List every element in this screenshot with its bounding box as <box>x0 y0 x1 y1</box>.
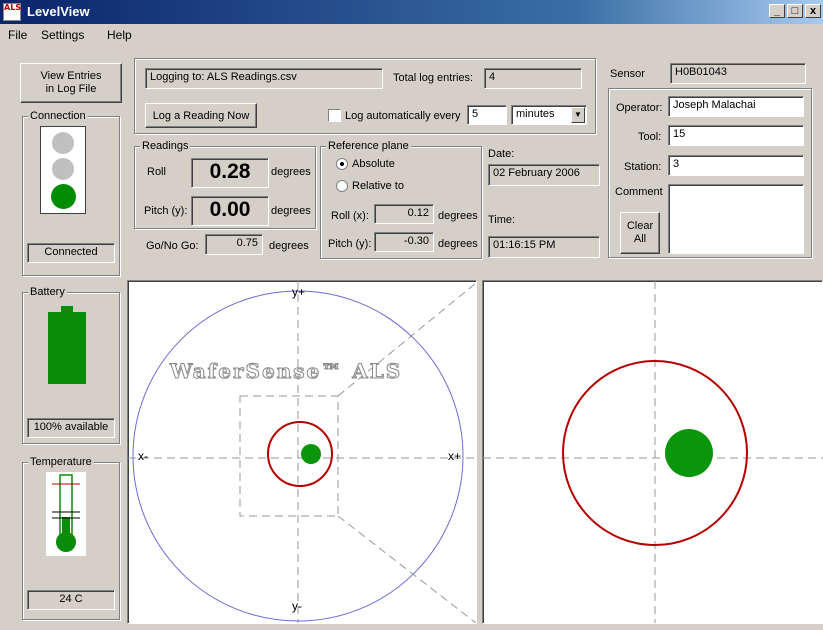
operator-input[interactable]: Joseph Malachai <box>668 96 804 117</box>
date-label: Date: <box>488 148 515 160</box>
temperature-title: Temperature <box>28 456 94 468</box>
ref-roll-value: 0.12 <box>374 204 434 224</box>
battery-icon <box>48 306 86 384</box>
auto-log-checkbox[interactable] <box>328 109 341 122</box>
pitch-value: 0.00 <box>191 196 269 226</box>
light-middle <box>52 158 74 180</box>
x-minus-label: x- <box>138 449 148 463</box>
date-value: 02 February 2006 <box>488 164 600 186</box>
battery-title: Battery <box>28 286 67 298</box>
relative-label: Relative to <box>352 180 404 192</box>
title-bar: ALS LevelView _ □ x <box>0 0 823 24</box>
menu-file[interactable]: File <box>8 28 28 42</box>
gonogo-value: 0.75 <box>205 234 263 255</box>
sensor-info-group <box>608 88 812 258</box>
tool-input[interactable]: 15 <box>668 125 804 146</box>
time-value: 01:16:15 PM <box>488 236 600 258</box>
time-label: Time: <box>488 214 516 226</box>
pitch-unit: degrees <box>271 205 311 217</box>
log-reading-now-button[interactable]: Log a Reading Now <box>145 103 257 128</box>
connection-title: Connection <box>28 110 88 122</box>
pitch-label: Pitch (y): <box>144 205 188 217</box>
ref-roll-unit: degrees <box>438 210 478 222</box>
wafer-plot: WaferSense™ ALS y+ y- x+ x- <box>127 280 477 624</box>
station-input[interactable]: 3 <box>668 155 804 176</box>
close-button[interactable]: x <box>805 4 821 18</box>
gonogo-label: Go/No Go: <box>146 240 199 252</box>
interval-input[interactable]: 5 <box>467 105 507 125</box>
battery-status: 100% available <box>27 418 115 438</box>
clear-all-button[interactable]: Clear All <box>620 212 660 254</box>
ref-pitch-unit: degrees <box>438 238 478 250</box>
relative-radio[interactable] <box>336 180 348 192</box>
x-plus-label: x+ <box>448 449 462 463</box>
menu-bar: File Settings Help <box>0 24 823 46</box>
minimize-button[interactable]: _ <box>769 4 785 18</box>
menu-settings[interactable]: Settings <box>41 28 85 42</box>
y-plus-label: y+ <box>292 285 306 299</box>
absolute-label: Absolute <box>352 158 395 170</box>
logging-panel <box>134 58 596 134</box>
station-label: Station: <box>624 161 662 173</box>
operator-label: Operator: <box>616 102 663 114</box>
window-title: LevelView <box>27 4 90 19</box>
interval-unit-value: minutes <box>516 108 555 120</box>
total-entries-label: Total log entries: <box>393 72 474 84</box>
zoom-plot <box>482 280 823 624</box>
sensor-label: Sensor <box>610 68 645 80</box>
menu-help[interactable]: Help <box>107 28 132 42</box>
y-minus-label: y- <box>292 599 302 613</box>
app-icon[interactable]: ALS <box>3 3 21 21</box>
traffic-light <box>40 126 86 214</box>
auto-log-label: Log automatically every <box>345 110 461 122</box>
total-entries-value: 4 <box>484 68 582 89</box>
roll-value: 0.28 <box>191 158 269 188</box>
comment-label: Comment <box>615 186 663 198</box>
roll-label: Roll <box>147 166 166 178</box>
light-bottom <box>51 184 76 209</box>
ref-roll-label: Roll (x): <box>331 210 369 222</box>
tool-label: Tool: <box>638 131 662 143</box>
ref-pitch-value: -0.30 <box>374 232 434 252</box>
readings-title: Readings <box>140 140 191 152</box>
battery-group <box>22 292 120 444</box>
light-top <box>52 132 74 154</box>
interval-unit-select[interactable]: minutes ▼ <box>511 105 587 125</box>
readings-group <box>134 146 316 229</box>
comment-input[interactable] <box>668 184 804 254</box>
temperature-value: 24 C <box>27 590 115 610</box>
logging-file: Logging to: ALS Readings.csv <box>145 68 383 89</box>
reference-plane-title: Reference plane <box>326 140 411 152</box>
thermometer-icon <box>46 472 86 556</box>
absolute-radio[interactable] <box>336 158 348 170</box>
chevron-down-icon[interactable]: ▼ <box>571 107 585 123</box>
wafersense-watermark: WaferSense™ ALS <box>169 359 403 384</box>
view-entries-button[interactable]: View Entries in Log File <box>20 63 122 103</box>
maximize-button[interactable]: □ <box>787 4 803 18</box>
ref-pitch-label: Pitch (y): <box>328 238 372 250</box>
gonogo-unit: degrees <box>269 240 309 252</box>
connection-status: Connected <box>27 243 115 263</box>
roll-unit: degrees <box>271 166 311 178</box>
sensor-value: H0B01043 <box>670 63 806 84</box>
